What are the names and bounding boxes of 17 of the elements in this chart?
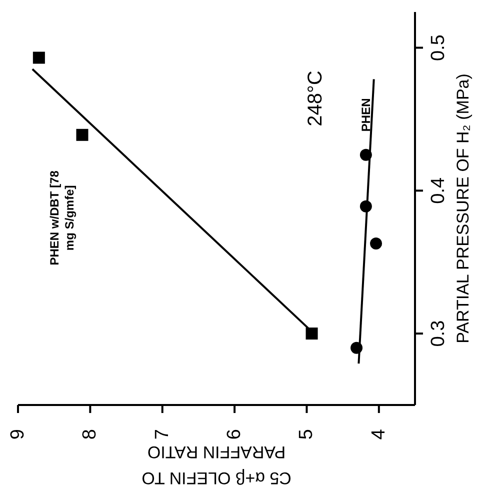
point — [76, 128, 88, 141]
text: PHEN — [358, 98, 373, 132]
point — [370, 238, 382, 250]
point — [32, 52, 45, 64]
x-tick-label: 7 — [152, 429, 173, 440]
text: PHEN w/DBT [78 mg S/gmfe] — [48, 170, 77, 266]
x-tick-label: 4 — [368, 428, 390, 440]
x-tick-label: 8 — [80, 429, 101, 440]
x-tick-label: 6 — [224, 429, 246, 440]
y-tick-label: 0.3 — [428, 320, 449, 347]
annotation: 248°C — [304, 70, 327, 126]
y-tick-label: 0.4 — [428, 177, 449, 204]
x-tick-label: 9 — [8, 429, 28, 440]
y-axis-title: PARTIAL PRESSURE OF H₂ (MPa) — [454, 74, 472, 344]
x-axis-title: C5 α+β OLEFIN TO PARAFFIN RATIO — [142, 442, 292, 488]
x-tick-label: 5 — [296, 429, 318, 440]
y-tick-label: 0.5 — [428, 34, 449, 61]
